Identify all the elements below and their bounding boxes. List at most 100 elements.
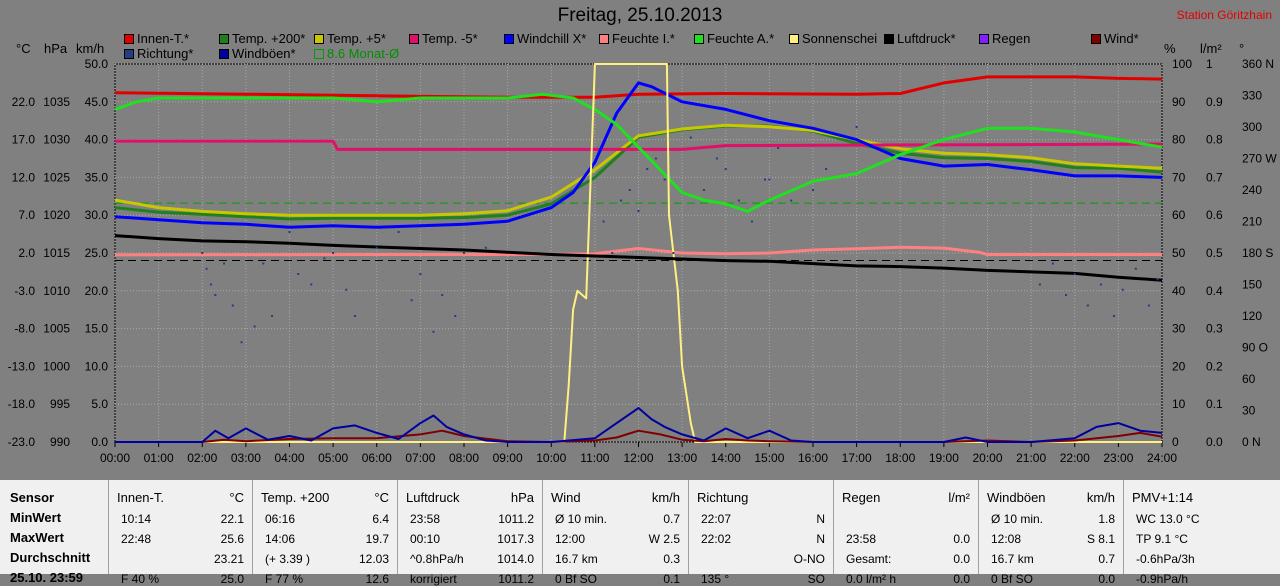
series-point-richtung xyxy=(768,178,771,181)
series-point-richtung xyxy=(855,126,858,128)
x-tick-label: 13:00 xyxy=(667,451,697,465)
stats-column-richtung: Richtung 22:07 N 22:02 N O-NO 135 ° SO xyxy=(688,480,833,586)
series-point-richtung xyxy=(663,178,666,181)
stats-cell-label: (+ 3.39 ) xyxy=(265,552,311,566)
series-point-richtung xyxy=(375,246,378,249)
series-point-richtung xyxy=(620,199,623,202)
pressure_hpa-tick-label: 1005 xyxy=(43,322,70,336)
rain_lm2-tick-label: 0.7 xyxy=(1206,170,1223,184)
pressure_hpa-tick-label: 995 xyxy=(50,397,70,411)
legend-item-temp-200: Temp. +200* xyxy=(219,31,305,46)
x-tick-label: 07:00 xyxy=(405,451,435,465)
stats-cell-label: 22:02 xyxy=(701,532,732,546)
humidity_pct-tick-label: 70 xyxy=(1172,170,1186,184)
rain_lm2-tick-label: 1 xyxy=(1206,57,1213,71)
stats-cell-label: TP 9.1 °C xyxy=(1136,532,1188,546)
stats-row-labels: Sensor MinWert MaxWert Durchschnitt 25.10. 2… xyxy=(0,480,108,585)
temp_c-tick-label: 17.0 xyxy=(12,133,36,147)
legend-swatch xyxy=(409,33,419,44)
stats-cell-label: 0 Bf SO xyxy=(555,572,598,586)
series-point-richtung xyxy=(646,168,649,170)
rain_lm2-tick-label: 0.6 xyxy=(1206,208,1223,222)
x-tick-label: 02:00 xyxy=(187,451,217,465)
stats-column-unit: °C xyxy=(374,490,389,505)
series-point-richtung xyxy=(672,252,675,254)
series-line-temp-5 xyxy=(114,123,1163,217)
series-point-richtung xyxy=(764,178,767,181)
series-point-richtung xyxy=(441,294,444,296)
stats-column-wind: Wind km/h Ø 10 min. 0.7 12:00 W 2.5 16.7 km 0.3… xyxy=(542,480,688,586)
stats-cell-label: 14:06 xyxy=(265,532,296,546)
stats-cell-value: N xyxy=(816,532,825,546)
series-point-richtung xyxy=(1065,294,1068,296)
direction_deg-tick-label: 0 N xyxy=(1242,435,1261,449)
x-tick-label: 20:00 xyxy=(972,451,1002,465)
stats-cell-label: Ø 10 min. xyxy=(555,512,608,526)
direction_deg-tick-label: 240 xyxy=(1242,183,1262,197)
stats-column-title: Richtung xyxy=(697,490,749,505)
wind_kmh-tick-label: 35.0 xyxy=(85,170,109,184)
legend-swatch xyxy=(1091,33,1101,44)
direction_deg-tick-label: 300 xyxy=(1242,120,1262,134)
stats-cell-label: 135 ° xyxy=(701,572,730,586)
legend-item-richtung: Richtung* xyxy=(124,46,193,61)
stats-cell-value: 23.21 xyxy=(213,552,244,566)
stats-column-unit: l/m² xyxy=(948,490,970,505)
unit-hpa: hPa xyxy=(44,41,68,56)
pressure_hpa-tick-label: 1020 xyxy=(43,208,70,222)
stats-cell-label: 0.0 l/m² h xyxy=(846,572,897,586)
stats-cell-value: 25.0 xyxy=(220,572,244,586)
legend-label: Temp. +200* xyxy=(232,31,306,46)
humidity_pct-tick-label: 10 xyxy=(1172,397,1186,411)
chart-svg: 00:00 01:00 02:00 03:00 04:00 05:00 06:00 07:00… xyxy=(8,57,1278,465)
series-point-richtung xyxy=(777,147,780,149)
legend-swatch xyxy=(314,33,324,44)
stats-cell-label: Ø 10 min. xyxy=(991,512,1044,526)
x-tick-label: 15:00 xyxy=(754,451,784,465)
stats-cell-value: 1.8 xyxy=(1098,512,1115,526)
series-point-richtung xyxy=(271,315,274,317)
stats-table: Sensor MinWert MaxWert Durchschnitt 25.10. 2… xyxy=(0,480,1280,586)
weather-chart-window: Freitag, 25.10.2013 Station Göritzhain °… xyxy=(0,5,1280,586)
series-point-richtung xyxy=(432,330,435,333)
series-point-richtung xyxy=(1121,288,1124,291)
stats-column-luftdruck: Luftdruck hPa 23:58 1011.2 00:10 1017.3 ^0.8hP… xyxy=(397,480,542,586)
series-point-richtung xyxy=(1134,267,1137,270)
wind_kmh-tick-label: 0.0 xyxy=(91,435,108,449)
stats-cell-value: 1017.3 xyxy=(497,532,534,546)
x-tick-label: 17:00 xyxy=(842,451,872,465)
legend-item-feuchte-a: Feuchte A.* xyxy=(694,31,774,46)
direction_deg-tick-label: 150 xyxy=(1242,278,1262,292)
legend-swatch xyxy=(884,33,894,44)
direction_deg-tick-label: 30 xyxy=(1242,404,1256,418)
x-tick-label: 22:00 xyxy=(1060,451,1090,465)
humidity_pct-tick-label: 0 xyxy=(1172,435,1179,449)
rain_lm2-tick-label: 0.2 xyxy=(1206,359,1223,373)
stats-column-innen-t: Innen-T. °C 10:14 22.1 22:48 25.6 23.21 F 40 % 2… xyxy=(108,480,252,586)
series-point-richtung xyxy=(223,262,226,265)
legend-item-feuchte-i: Feuchte I.* xyxy=(599,31,675,46)
wind_kmh-tick-label: 30.0 xyxy=(85,208,109,222)
stats-cell-value: N xyxy=(816,512,825,526)
legend-swatch xyxy=(314,48,324,59)
pressure_hpa-tick-label: 1010 xyxy=(43,284,70,298)
series-line-windchill-x xyxy=(114,81,1163,229)
x-tick-label: 01:00 xyxy=(144,451,174,465)
humidity_pct-tick-label: 50 xyxy=(1172,246,1186,260)
series-point-richtung xyxy=(702,189,705,191)
x-tick-label: 19:00 xyxy=(929,451,959,465)
series-point-richtung xyxy=(724,168,727,170)
wind_kmh-tick-label: 15.0 xyxy=(85,322,109,336)
series-point-richtung xyxy=(737,199,740,202)
humidity_pct-tick-label: 90 xyxy=(1172,95,1186,109)
legend-item-innen-t: Innen-T.* xyxy=(124,31,189,46)
stats-cell-value: SO xyxy=(807,572,825,586)
stats-cell-label: WC 13.0 °C xyxy=(1136,512,1200,526)
stats-cell-value: 1011.2 xyxy=(498,512,534,526)
series-point-richtung xyxy=(1073,273,1076,275)
series-point-richtung xyxy=(1038,283,1041,286)
stats-cell-value: 0.0 xyxy=(953,552,970,566)
series-point-richtung xyxy=(332,252,335,254)
series-point-richtung xyxy=(262,262,265,265)
stats-cell-label: 10:14 xyxy=(121,512,152,526)
